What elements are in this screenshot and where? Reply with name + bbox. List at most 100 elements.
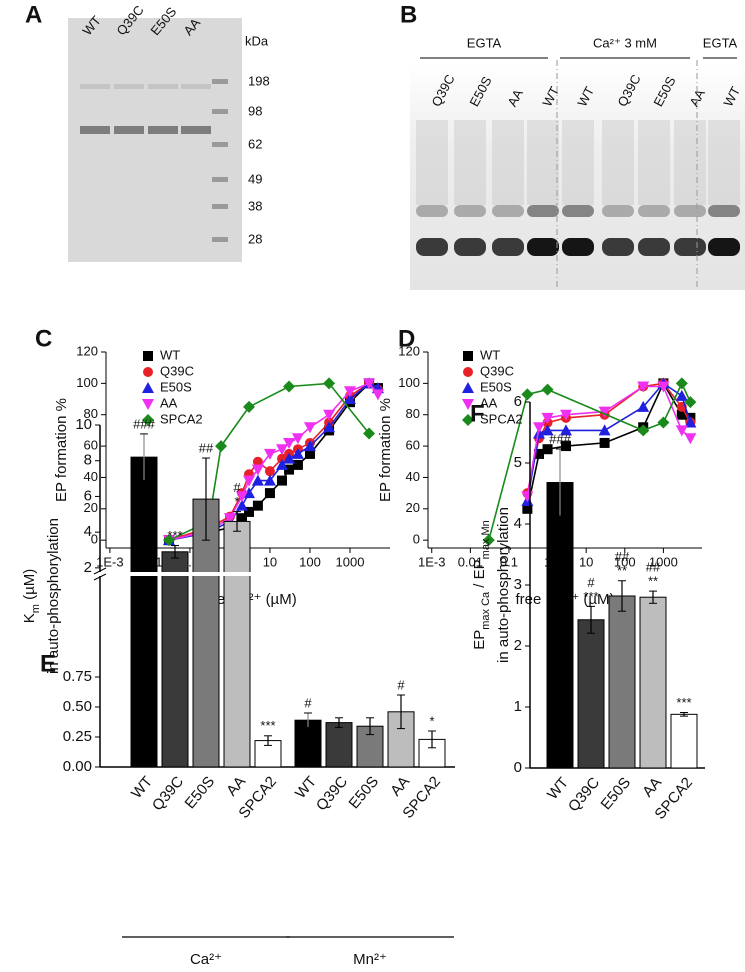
y-axis-label: EPmax Ca / EPmax Mn: [471, 520, 492, 650]
legend-marker: [462, 414, 474, 426]
y-tick-label: 100: [76, 375, 98, 390]
y-axis-label: EP formation %: [377, 398, 394, 502]
marker-band: [212, 177, 228, 182]
x-tick-label: 100: [614, 554, 636, 569]
significance: #: [587, 575, 595, 590]
gel-band: [416, 205, 448, 217]
marker: [283, 452, 296, 464]
marker: [684, 416, 697, 428]
significance: #: [397, 677, 405, 692]
marker: [675, 377, 688, 390]
y-tick-label: 80: [406, 406, 420, 421]
y-tick-label: 60: [84, 438, 98, 453]
x-tick-label: E50S: [597, 774, 634, 813]
legend-label: WT: [160, 347, 180, 362]
marker: [264, 466, 275, 477]
marker-label: 62: [248, 136, 262, 151]
legend-marker: [463, 351, 473, 361]
x-tick-label: Q39C: [565, 774, 603, 815]
gel-band: [527, 238, 559, 256]
y-axis-label-part: in auto-phosphorylation: [45, 518, 62, 674]
legend-marker: [142, 399, 154, 410]
bar: [670, 713, 698, 769]
marker: [304, 448, 315, 459]
marker: [637, 381, 650, 393]
y-tick-label: 0.50: [63, 698, 92, 715]
legend-label: Q39C: [480, 363, 514, 378]
x-tick-label: Q39C: [313, 773, 351, 814]
gel-smear: [708, 120, 740, 205]
marker: [263, 448, 276, 460]
marker: [283, 437, 296, 449]
bar: [325, 722, 353, 768]
x-tick-label: AA: [639, 774, 665, 800]
marker: [684, 433, 697, 445]
legend-marker: [142, 414, 154, 426]
lane-label: AA: [504, 86, 526, 109]
significance: ***: [583, 589, 598, 604]
gel-band: [80, 126, 110, 134]
x-tick-label: 1E-3: [96, 554, 123, 569]
significance: ##: [615, 549, 630, 564]
x-tick-label: WT: [128, 773, 156, 802]
marker: [235, 491, 248, 503]
gel-band: [708, 205, 740, 217]
x-tick-label: 1000: [649, 554, 678, 569]
marker: [675, 425, 688, 437]
marker: [521, 491, 534, 503]
panel-label: B: [400, 1, 417, 28]
marker: [482, 534, 495, 547]
y-tick-label: 0: [91, 532, 98, 547]
panel-label: A: [25, 1, 42, 28]
gel-band: [148, 126, 178, 134]
y-axis-label: EP formation %: [53, 398, 70, 502]
x-tick-label: Q39C: [149, 773, 187, 814]
gel-band: [674, 238, 706, 256]
marker: [343, 386, 356, 398]
legend-label: WT: [480, 347, 500, 362]
bar: [130, 456, 158, 768]
gel-band: [114, 126, 144, 134]
marker: [559, 424, 572, 436]
gel-a: [68, 18, 242, 262]
legend-marker: [462, 382, 474, 393]
marker: [291, 433, 304, 445]
bar: [192, 498, 220, 768]
y-tick-label: 40: [84, 469, 98, 484]
legend-marker: [142, 382, 154, 393]
marker: [541, 424, 554, 436]
lane-label: AA: [686, 86, 708, 109]
bar: [223, 520, 251, 768]
legend-label: SPCA2: [160, 411, 203, 426]
y-axis-label-part: m: [30, 604, 42, 613]
significance: ***: [167, 528, 182, 543]
marker: [541, 412, 554, 424]
y-tick-label: 10: [75, 416, 92, 433]
x-tick-label: WT: [292, 773, 320, 802]
marker: [560, 441, 571, 452]
gel-band: [674, 205, 706, 217]
marker: [275, 458, 288, 470]
marker: [284, 464, 295, 475]
marker: [684, 396, 697, 409]
y-tick-label: 3: [514, 576, 522, 593]
gel-band: [562, 205, 594, 217]
y-tick-label: 120: [76, 343, 98, 358]
x-tick-label: 0.01: [458, 554, 483, 569]
legend-marker: [463, 367, 473, 377]
significance: #: [233, 480, 241, 495]
marker: [598, 424, 611, 436]
legend-marker: [143, 367, 153, 377]
marker: [598, 406, 611, 418]
marker: [637, 400, 650, 412]
marker: [522, 503, 533, 514]
marker-label: 98: [248, 103, 262, 118]
marker-label: 198: [248, 73, 270, 88]
gel-smear: [674, 120, 706, 205]
y-tick-label: 20: [406, 500, 420, 515]
group-label: Ca²⁺ 3 mM: [593, 35, 657, 50]
gel-smear: [454, 120, 486, 205]
x-tick-label: 1000: [336, 554, 365, 569]
y-tick-label: 0.00: [63, 758, 92, 775]
legend-label: Q39C: [160, 363, 194, 378]
